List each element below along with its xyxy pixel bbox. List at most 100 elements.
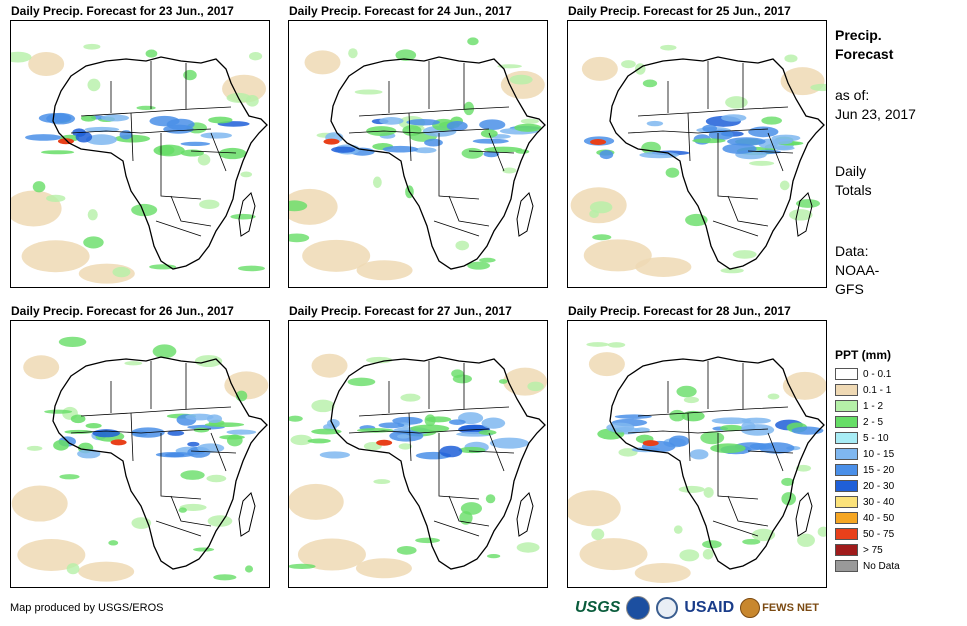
dry-area — [581, 56, 618, 81]
country-border — [80, 406, 232, 417]
dry-area — [11, 485, 68, 522]
dry-area — [289, 483, 344, 520]
dry-area — [568, 490, 621, 527]
legend-swatch — [835, 560, 858, 572]
rain-band — [424, 138, 443, 147]
legend-label: 15 - 20 — [863, 464, 895, 476]
light-rain-area — [497, 64, 522, 69]
light-rain-area — [112, 266, 131, 278]
country-border — [747, 150, 794, 154]
rain-band — [80, 114, 97, 122]
legend-label: 5 - 10 — [863, 432, 889, 444]
light-rain-area — [607, 342, 626, 348]
legend-label: No Data — [863, 560, 900, 572]
country-border — [408, 412, 412, 462]
light-rain-area — [245, 94, 259, 107]
light-rain-area — [487, 553, 501, 559]
rain-band — [185, 413, 214, 421]
legend-swatch — [835, 544, 858, 556]
legend-label: > 75 — [863, 544, 883, 556]
light-rain-area — [789, 209, 813, 221]
light-rain-area — [248, 52, 263, 61]
country-border — [348, 128, 490, 134]
country-border — [717, 433, 759, 500]
rain-band — [489, 437, 529, 449]
country-border — [190, 150, 237, 154]
light-rain-area — [59, 474, 80, 480]
legend-item: > 75 — [835, 542, 900, 558]
legend-item: 10 - 15 — [835, 446, 900, 462]
legend-title: PPT (mm) — [835, 348, 892, 362]
light-rain-area — [199, 199, 220, 209]
rain-band — [692, 138, 726, 144]
light-rain-area — [26, 445, 43, 451]
country-border — [637, 406, 789, 417]
rain-band — [472, 138, 509, 144]
legend-label: 1 - 2 — [863, 400, 884, 412]
coastline — [609, 356, 825, 570]
panel-title: Daily Precip. Forecast for 28 Jun., 2017 — [568, 304, 791, 318]
dry-area — [503, 367, 547, 396]
light-rain-area — [795, 199, 821, 208]
country-border — [348, 428, 490, 434]
country-border — [488, 432, 505, 472]
data-source: Data: NOAA- GFS — [835, 243, 880, 297]
rain-band — [77, 449, 101, 459]
country-border — [130, 112, 134, 162]
light-rain-area — [676, 385, 697, 398]
country-border — [210, 432, 227, 472]
country-border — [433, 220, 480, 237]
light-rain-area — [206, 474, 227, 483]
light-rain-area — [592, 234, 612, 241]
light-rain-area — [498, 379, 508, 384]
rain-band — [180, 141, 211, 146]
panel-title: Daily Precip. Forecast for 25 Jun., 2017 — [568, 4, 791, 18]
dry-area — [634, 562, 691, 583]
dry-area — [302, 239, 371, 272]
light-rain-area — [183, 69, 197, 81]
rain-band — [614, 414, 652, 419]
light-rain-area — [149, 264, 177, 270]
light-rain-area — [395, 49, 417, 61]
totals-label: Daily Totals — [835, 163, 872, 198]
legend-swatch — [835, 416, 858, 428]
country-border — [468, 150, 515, 154]
rain-band — [326, 419, 340, 428]
dry-area — [28, 52, 65, 77]
rain-band — [599, 150, 614, 160]
country-border — [160, 433, 202, 500]
madagascar-outline — [795, 192, 813, 237]
africa-map — [289, 353, 547, 579]
light-rain-area — [237, 265, 266, 272]
country-border — [155, 520, 202, 537]
dry-area — [78, 561, 135, 582]
light-rain-area — [467, 261, 491, 270]
light-rain-area — [11, 51, 32, 63]
coastline — [52, 356, 268, 570]
rain-band — [92, 429, 120, 438]
country-border — [433, 520, 480, 537]
country-border — [155, 220, 202, 237]
country-border — [712, 520, 759, 537]
forecast-map-panel — [288, 20, 548, 288]
rain-band — [187, 441, 200, 447]
light-rain-area — [795, 464, 812, 472]
rain-band — [218, 147, 247, 160]
rain-band — [681, 410, 705, 422]
light-rain-area — [372, 176, 382, 188]
legend: 0 - 0.1 0.1 - 1 1 - 2 2 - 5 5 - 10 10 - 15 15 … — [835, 366, 900, 574]
usaid-logo: USAID — [684, 599, 735, 616]
rain-band — [219, 434, 245, 440]
rain-band — [484, 146, 523, 153]
light-rain-area — [810, 83, 826, 92]
light-rain-area — [781, 477, 794, 486]
light-rain-area — [348, 48, 358, 59]
light-rain-area — [479, 257, 496, 263]
light-rain-area — [779, 180, 790, 191]
light-rain-area — [669, 409, 685, 422]
light-rain-area — [621, 60, 636, 69]
madagascar-outline — [795, 492, 813, 537]
country-border — [712, 220, 759, 237]
legend-label: 40 - 50 — [863, 512, 895, 524]
light-rain-area — [683, 396, 699, 404]
